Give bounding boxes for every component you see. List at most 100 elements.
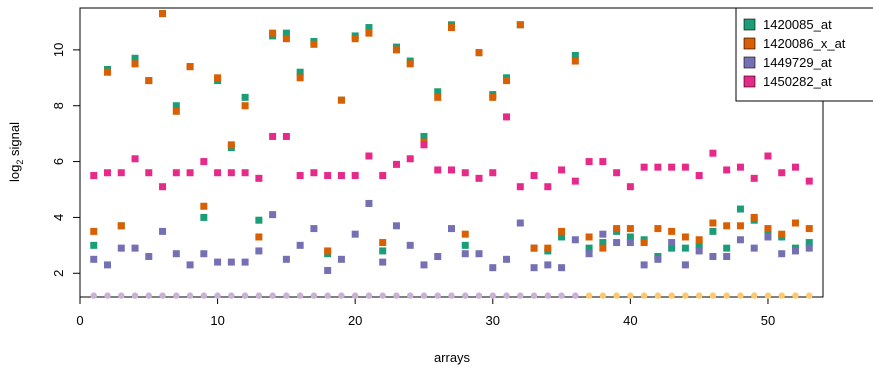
x-tick-label: 0 [76, 313, 83, 328]
data-point [338, 292, 345, 299]
data-point [310, 292, 318, 299]
data-point [516, 219, 524, 227]
data-point [792, 292, 799, 299]
data-point [241, 292, 249, 299]
data-point [324, 172, 332, 180]
data-point [516, 21, 524, 29]
data-point [214, 74, 222, 82]
data-point [544, 261, 552, 269]
data-point [571, 236, 579, 244]
data-point [585, 292, 593, 299]
data-point [585, 158, 593, 166]
data-point [145, 292, 152, 299]
data-point [736, 163, 744, 171]
data-point [791, 219, 799, 227]
data-point [159, 227, 167, 235]
data-point [723, 253, 731, 261]
data-point [131, 60, 139, 68]
data-point [599, 244, 607, 252]
data-point [558, 166, 566, 174]
data-point [791, 163, 799, 171]
data-point [723, 244, 731, 252]
data-point [709, 227, 717, 235]
data-point [627, 292, 634, 299]
data-point [503, 292, 510, 299]
data-point [310, 225, 318, 233]
data-point [599, 230, 607, 238]
data-point [750, 174, 758, 182]
data-point [489, 169, 497, 177]
data-point [530, 172, 538, 180]
x-tick-label: 20 [348, 313, 362, 328]
data-point [227, 141, 235, 149]
x-tick-label: 30 [486, 313, 500, 328]
data-point [668, 244, 676, 252]
y-tick-label: 4 [51, 214, 66, 221]
data-point [448, 24, 455, 32]
data-point [186, 261, 194, 269]
data-point [269, 132, 277, 140]
data-point [186, 169, 194, 177]
data-point [186, 63, 194, 71]
data-point [806, 292, 813, 299]
data-point [475, 49, 483, 57]
data-point [489, 292, 496, 299]
data-point [392, 46, 400, 54]
data-point [571, 177, 579, 185]
series-2 [90, 199, 813, 274]
data-point [173, 292, 180, 299]
data-point [805, 225, 813, 233]
x-axis-title: arrays [434, 350, 471, 365]
data-point [764, 152, 772, 160]
data-point [214, 292, 221, 299]
data-point [227, 169, 235, 177]
data-point [310, 40, 318, 48]
data-point [241, 102, 249, 110]
data-point [668, 292, 675, 299]
data-point [750, 213, 758, 221]
data-point [778, 250, 786, 258]
data-point [475, 174, 483, 182]
data-point [145, 169, 153, 177]
data-point [448, 225, 455, 233]
data-point [805, 239, 813, 247]
data-point [90, 292, 97, 299]
data-points [90, 10, 813, 299]
data-point [379, 172, 387, 180]
data-point [131, 244, 139, 252]
data-point [544, 244, 552, 252]
data-point [640, 292, 648, 299]
series-3 [90, 113, 813, 191]
data-point [626, 225, 634, 233]
data-point [351, 292, 359, 299]
data-point [186, 292, 194, 299]
data-point [351, 230, 359, 238]
data-point [613, 239, 621, 247]
legend-box [735, 7, 873, 102]
data-point [365, 152, 373, 160]
data-point [461, 241, 469, 249]
data-point [682, 292, 689, 299]
data-point [200, 202, 208, 210]
data-point [585, 250, 593, 258]
data-point [296, 68, 304, 76]
data-point [159, 292, 166, 299]
data-point [736, 236, 744, 244]
legend-label: 1449729_at [763, 55, 832, 70]
data-point [489, 93, 497, 101]
data-point [351, 35, 359, 43]
x-tick-label: 10 [210, 313, 224, 328]
data-point [599, 239, 607, 247]
data-point [324, 292, 331, 299]
data-point [379, 247, 387, 255]
data-point [406, 155, 414, 163]
data-point [393, 292, 400, 299]
legend-label: 1450282_at [763, 74, 832, 89]
data-point [324, 247, 332, 255]
data-point [145, 77, 153, 85]
data-point [255, 174, 263, 182]
data-point [461, 250, 469, 258]
data-point [241, 169, 249, 177]
data-point [296, 292, 304, 299]
data-point [805, 177, 813, 185]
